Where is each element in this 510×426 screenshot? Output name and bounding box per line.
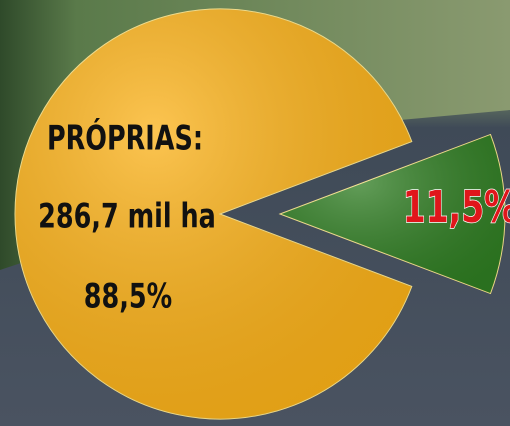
value-label: 88,5%: [84, 277, 172, 317]
slice-shine: [14, 8, 412, 420]
slice-shine: [280, 134, 505, 294]
value-label: 11,5%: [403, 182, 510, 233]
category-label: PRÓPRIAS:: [47, 117, 203, 159]
annotation: 286,7 mil ha: [38, 197, 216, 237]
